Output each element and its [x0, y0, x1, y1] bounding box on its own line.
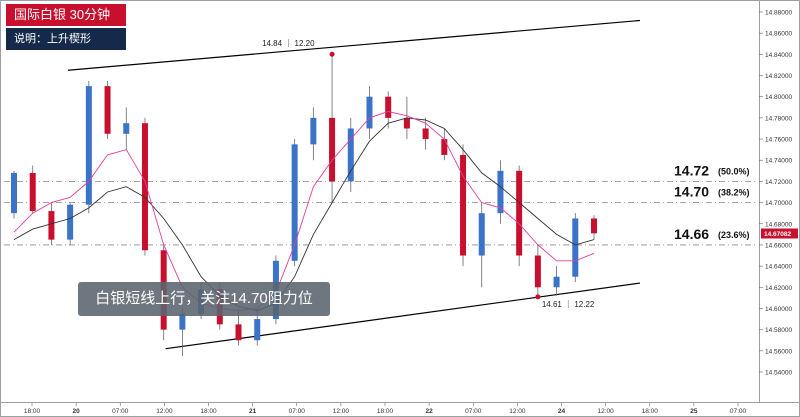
price-tick-label: 14.82000	[765, 73, 792, 80]
candle-up	[123, 123, 130, 134]
candle-up	[85, 86, 92, 205]
candle-down	[534, 255, 541, 288]
plot-frame	[0, 0, 760, 403]
time-tick-label: 18:00	[200, 408, 217, 415]
time-tick-label: 18:00	[377, 408, 394, 415]
analysis-note: 白银短线上行，关注14.70阻力位	[78, 282, 330, 316]
candle-down	[403, 117, 410, 129]
time-tick-label: 12:00	[156, 408, 173, 415]
time-tick-label: 25	[690, 408, 698, 415]
candle-up	[553, 276, 560, 288]
price-tick-label: 14.54000	[765, 370, 792, 377]
time-tick-label: 12:00	[509, 408, 526, 415]
swing-low-marker	[535, 294, 541, 300]
time-tick-label: 07:00	[112, 408, 129, 415]
candle-up	[366, 96, 373, 129]
moving-average-gray	[13, 117, 595, 312]
price-tick-label: 14.58000	[765, 327, 792, 334]
chart-subtitle: 说明：上升楔形	[6, 28, 126, 50]
candle-up	[572, 218, 579, 277]
price-tick-label: 14.76000	[765, 137, 792, 144]
wedge-lower-line	[165, 282, 641, 350]
fib-level-percent: (23.6%)	[718, 230, 750, 240]
candle-up	[67, 204, 74, 240]
candle-down	[48, 211, 55, 240]
swing-low-label: 14.61 ｜ 12.22	[542, 300, 595, 309]
wedge-upper-line	[68, 19, 641, 71]
candle-up	[310, 117, 317, 145]
time-tick-label: 12:00	[333, 408, 350, 415]
current-price-label: 14.67082	[764, 231, 791, 238]
candle-down	[235, 324, 242, 341]
time-tick-label: 18:00	[24, 408, 41, 415]
current-price-box	[761, 228, 798, 239]
price-tick-label: 14.64000	[765, 264, 792, 271]
price-tick-label: 14.56000	[765, 348, 792, 355]
candle-down	[29, 172, 36, 212]
fib-level-price: 14.66	[674, 226, 709, 242]
swing-high-label: 14.84 ｜ 12.20	[262, 39, 315, 48]
time-tick-label: 22	[426, 408, 434, 415]
price-tick-label: 14.72000	[765, 179, 792, 186]
candle-down	[591, 218, 597, 234]
candle-up	[179, 313, 186, 330]
candle-down	[385, 96, 392, 118]
time-tick-label: 18:00	[642, 408, 659, 415]
time-tick-label: 07:00	[465, 408, 482, 415]
candle-up	[347, 128, 354, 182]
fib-level-percent: (50.0%)	[718, 166, 750, 176]
candle-down	[422, 128, 429, 140]
price-tick-label: 14.88000	[765, 10, 792, 17]
moving-average-pink	[13, 111, 595, 312]
candle-up	[497, 170, 504, 214]
time-tick-label: 24	[558, 408, 566, 415]
price-tick-label: 14.60000	[765, 306, 792, 313]
price-tick-label: 14.66000	[765, 242, 792, 249]
swing-high-marker	[329, 51, 335, 57]
candle-up	[11, 172, 17, 214]
time-tick-label: 20	[73, 408, 81, 415]
candle-up	[291, 144, 298, 261]
candle-up	[478, 213, 485, 256]
candle-down	[516, 170, 523, 256]
time-tick-label: 07:00	[289, 408, 306, 415]
price-tick-label: 14.74000	[765, 158, 792, 165]
candle-down	[141, 123, 148, 251]
price-tick-label: 14.78000	[765, 115, 792, 122]
price-tick-label: 14.86000	[765, 31, 792, 38]
time-tick-label: 21	[249, 408, 257, 415]
candle-down	[460, 154, 467, 256]
price-axis-frame	[759, 0, 800, 403]
price-tick-label: 14.80000	[765, 94, 792, 101]
fib-level-price: 14.70	[674, 184, 709, 200]
price-tick-label: 14.62000	[765, 285, 792, 292]
time-tick-label: 07:00	[730, 408, 747, 415]
candle-down	[104, 86, 111, 134]
candle-up	[254, 319, 261, 341]
price-tick-label: 14.68000	[765, 221, 792, 228]
price-tick-label: 14.70000	[765, 200, 792, 207]
fib-level-price: 14.72	[674, 162, 709, 178]
price-tick-label: 14.84000	[765, 52, 792, 59]
chart-title: 国际白银 30分钟	[6, 4, 126, 26]
fib-level-percent: (38.2%)	[718, 188, 750, 198]
time-tick-label: 12:00	[597, 408, 614, 415]
candle-down	[441, 139, 448, 155]
candle-down	[329, 117, 336, 182]
